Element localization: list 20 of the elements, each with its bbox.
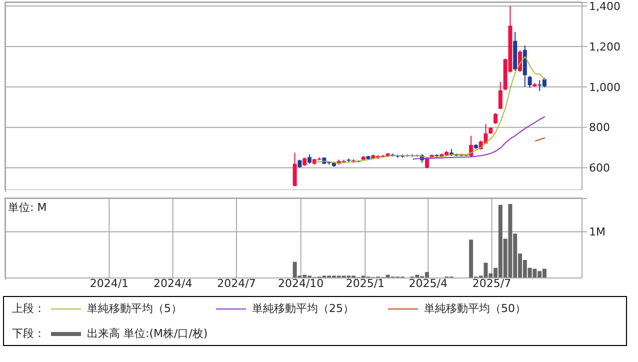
text: 下段： xyxy=(12,326,45,341)
legend-label: 単純移動平均（50） xyxy=(424,301,526,316)
text: 上段： xyxy=(12,301,45,316)
y-tick-label: 800 xyxy=(589,121,610,134)
y-tick-label: 1,200 xyxy=(589,40,620,54)
y-tick-label: 1,400 xyxy=(589,0,620,13)
legend-label: 単純移動平均（5） xyxy=(87,301,182,316)
x-tick-label: 2024/7 xyxy=(217,276,256,290)
x-tick-label: 2024/1 xyxy=(90,276,129,290)
x-tick-label: 2024/10 xyxy=(278,276,324,290)
y-tick-label: 600 xyxy=(589,162,610,175)
x-tick-label: 2025/1 xyxy=(346,276,385,290)
x-tick-label: 2024/4 xyxy=(154,276,192,290)
legend-label: 単純移動平均（25） xyxy=(252,301,354,316)
legend-label: 出来高 単位:(M株/口/枚) xyxy=(87,326,208,341)
y-tick-label: 1,000 xyxy=(589,80,620,94)
x-tick-label: 2025/4 xyxy=(408,276,448,290)
y-tick-label: 1M xyxy=(589,226,606,239)
x-tick-label: 2025/7 xyxy=(472,276,512,290)
annotation: 単位: M xyxy=(8,200,47,215)
